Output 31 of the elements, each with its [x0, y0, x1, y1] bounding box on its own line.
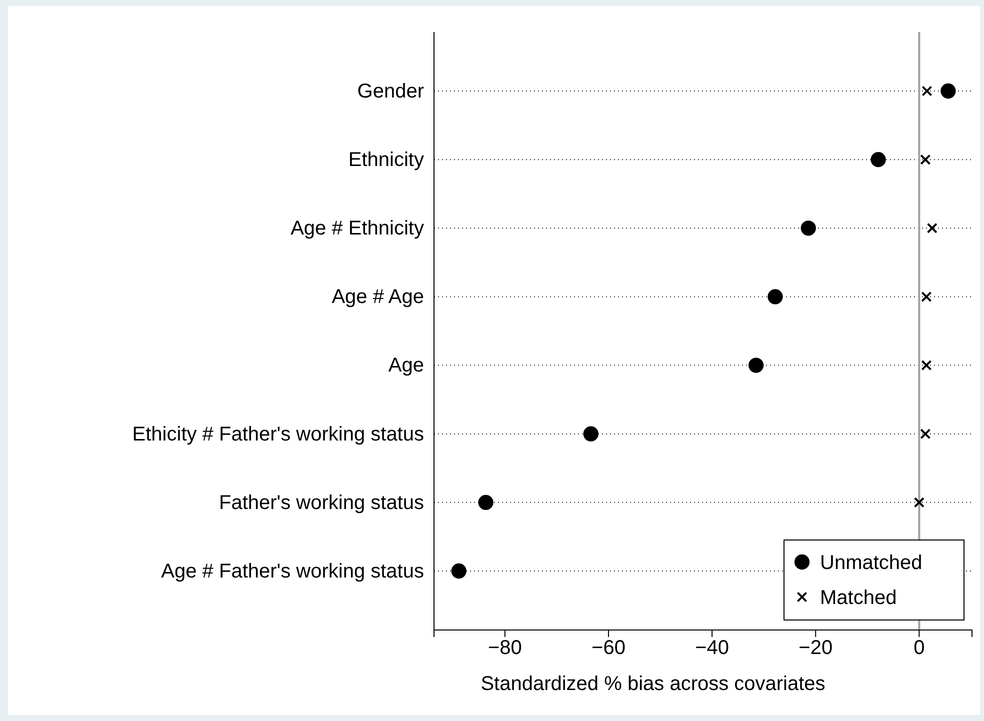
point	[921, 291, 932, 302]
point	[451, 563, 466, 579]
point	[926, 222, 938, 234]
x-tick-label: −40	[695, 637, 730, 660]
y-tick-label: Gender	[357, 80, 424, 102]
x-tick-label: 0	[914, 637, 925, 660]
point	[478, 494, 494, 510]
point	[921, 360, 932, 371]
legend-label: Matched	[820, 587, 897, 609]
y-tick-label: Ethnicity	[348, 148, 424, 171]
point	[922, 86, 932, 96]
y-tick-label: Father's working status	[218, 492, 424, 514]
point	[914, 497, 924, 508]
x-tick-label: −80	[488, 637, 522, 660]
legend-label: Unmatched	[820, 552, 922, 574]
x-axis-title: Standardized % bias across covariates	[480, 673, 826, 695]
point	[748, 358, 764, 373]
y-tick-label: Age	[388, 354, 424, 377]
point	[768, 289, 783, 304]
point	[800, 220, 816, 236]
y-tick-label: Age # Ethnicity	[290, 218, 424, 240]
y-tick-label: Ethicity # Father's working status	[132, 423, 424, 446]
y-tick-label: Age # Father's working status	[161, 560, 424, 582]
point	[920, 154, 931, 165]
x-tick-label: −60	[592, 637, 626, 660]
point	[920, 428, 931, 440]
point	[870, 152, 886, 168]
point	[940, 83, 956, 99]
point	[583, 426, 598, 442]
y-tick-label: Age # Age	[332, 286, 424, 308]
x-tick-label: −20	[798, 637, 833, 660]
